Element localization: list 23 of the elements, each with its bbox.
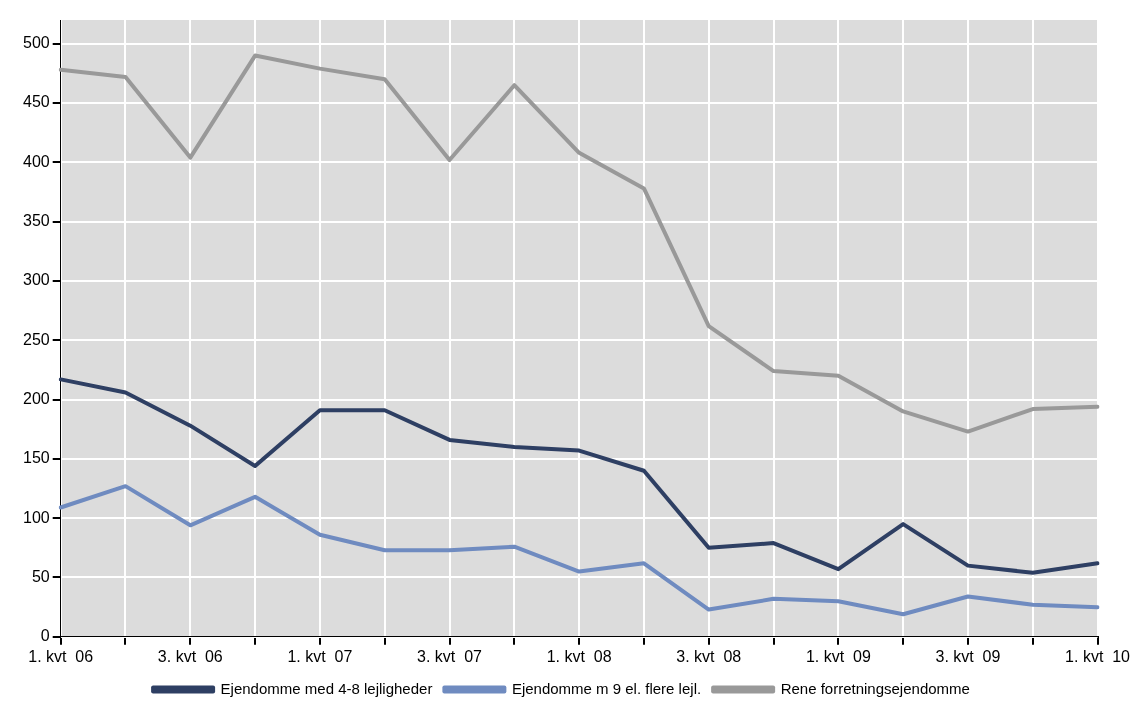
y-tick-label: 400 [22, 152, 50, 170]
y-tick-label: 500 [22, 34, 50, 52]
x-tick-label: 3. kvt 07 [417, 647, 483, 665]
y-tick-label: 50 [31, 567, 50, 585]
y-tick-label: 450 [22, 93, 50, 111]
x-tick-label: 1. kvt 10 [1065, 647, 1131, 665]
y-tick-label: 100 [22, 508, 50, 526]
legend-label: Rene forretningsejendomme [780, 679, 970, 697]
x-tick-label: 1. kvt 06 [28, 647, 94, 665]
y-tick-label: 150 [22, 449, 50, 467]
y-tick-label: 200 [22, 389, 50, 407]
y-tick-label: 250 [22, 330, 50, 348]
x-tick-label: 1. kvt 09 [805, 647, 871, 665]
x-tick-label: 1. kvt 07 [287, 647, 353, 665]
x-tick-label: 3. kvt 08 [676, 647, 742, 665]
x-tick-label: 3. kvt 06 [157, 647, 223, 665]
y-tick-label: 350 [22, 212, 50, 230]
legend-label: Ejendomme med 4-8 lejligheder [220, 679, 433, 697]
y-tick-label: 0 [40, 627, 50, 645]
legend-label: Ejendomme m 9 el. flere lejl. [511, 679, 702, 697]
x-tick-label: 3. kvt 09 [935, 647, 1001, 665]
x-tick-label: 1. kvt 08 [546, 647, 612, 665]
y-tick-label: 300 [22, 271, 50, 289]
